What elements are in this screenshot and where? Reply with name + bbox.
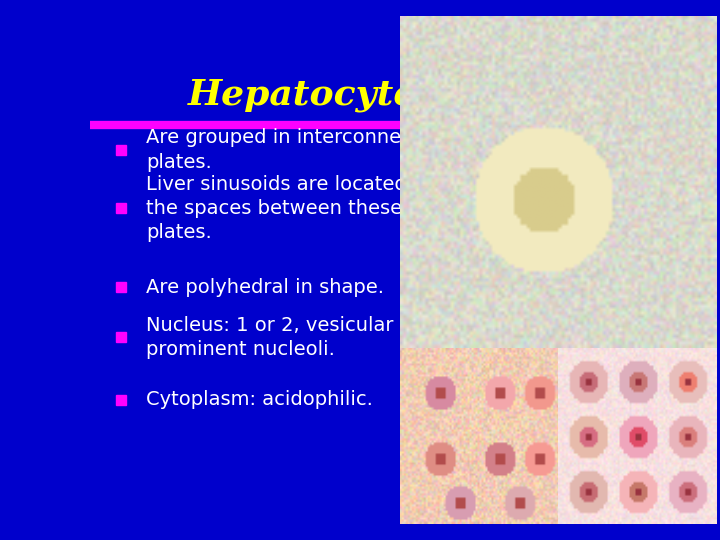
Text: Are polyhedral in shape.: Are polyhedral in shape. (145, 278, 384, 297)
Text: Are grouped in interconnected
plates.: Are grouped in interconnected plates. (145, 129, 444, 172)
Text: Liver sinusoids are located in
the spaces between these
plates.: Liver sinusoids are located in the space… (145, 174, 431, 242)
Text: Nucleus: 1 or 2, vesicular with
prominent nucleoli.: Nucleus: 1 or 2, vesicular with prominen… (145, 315, 441, 359)
Text: Cytoplasm: acidophilic.: Cytoplasm: acidophilic. (145, 390, 373, 409)
Text: Hepatocytes (LM): Hepatocytes (LM) (188, 78, 550, 112)
